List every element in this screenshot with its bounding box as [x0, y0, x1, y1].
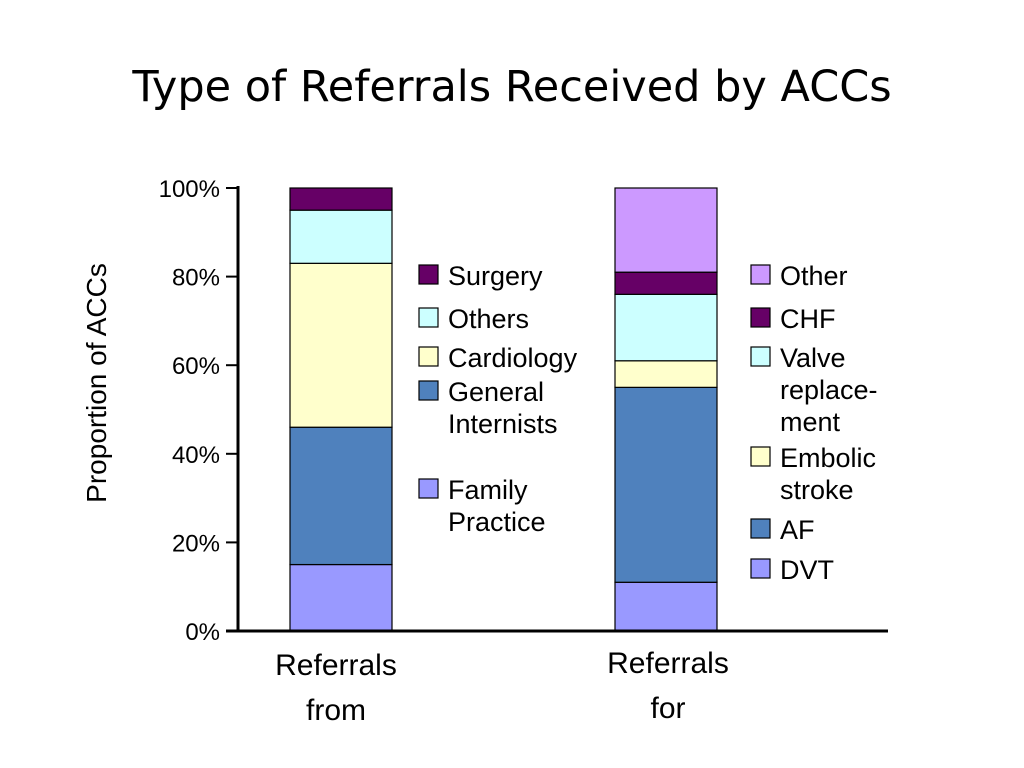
legend-label-general-internists: Internists: [448, 409, 558, 439]
legend-label-family-practice: Practice: [448, 507, 546, 537]
legend-label-embolic-stroke: stroke: [780, 475, 854, 505]
legend-label-embolic-stroke: Embolic: [780, 443, 876, 473]
y-tick-label: 80%: [172, 265, 220, 292]
bar-segment-other: [614, 187, 718, 273]
legend-label-chf: CHF: [780, 304, 836, 334]
legend-label-valve-replace-ment: Valve: [780, 343, 846, 373]
bar-segment-valve-replacement: [614, 293, 718, 362]
legend-label-surgery: Surgery: [448, 261, 543, 291]
legend-swatch-valve-replace-ment: [750, 346, 771, 367]
y-tick-label: 0%: [185, 619, 220, 646]
axes-layer: 0% 20% 40% 60% 80% 100% Referrals from Referrals…: [159, 176, 888, 727]
bar-segment-surgery: [289, 187, 393, 211]
legend-swatch-family-practice: [418, 478, 439, 499]
y-tick-label: 60%: [172, 353, 220, 380]
legend-swatch-cardiology: [418, 346, 439, 367]
legend-label-dvt: DVT: [780, 555, 834, 585]
legend-label-cardiology: Cardiology: [448, 343, 578, 373]
legend-swatch-dvt: [750, 558, 771, 579]
legend-swatch-others: [418, 307, 439, 328]
legend-label-general-internists: General: [448, 377, 544, 407]
legend-label-other: Other: [780, 261, 848, 291]
slide-title: Type of Referrals Received by ACCs: [132, 62, 892, 112]
bar-segment-general-internists: [289, 426, 393, 566]
bar-segment-af: [614, 386, 718, 583]
legend-label-family-practice: Family: [448, 475, 528, 505]
legend-swatch-other: [750, 264, 771, 285]
bar-segment-others: [289, 209, 393, 264]
bar-segment-chf: [614, 271, 718, 295]
bars-layer: [289, 187, 718, 632]
category-label: Referrals: [275, 649, 397, 682]
legend-label-valve-replace-ment: ment: [780, 407, 841, 437]
category-label: Referrals: [607, 647, 729, 680]
category-label: from: [306, 694, 366, 727]
bar-segment-embolic-stroke: [614, 360, 718, 388]
legend-label-af: AF: [780, 515, 815, 545]
legend-label-valve-replace-ment: replace-: [780, 375, 878, 405]
bar-segment-cardiology: [289, 262, 393, 428]
y-axis-label: Proportion of ACCs: [81, 263, 112, 503]
legend-swatch-general-internists: [418, 380, 439, 401]
y-tick-label: 40%: [172, 442, 220, 469]
y-tick-label: 100%: [159, 176, 220, 203]
y-tick-label: 20%: [172, 530, 220, 557]
bar-segment-dvt: [614, 581, 718, 632]
legend-swatch-surgery: [418, 264, 439, 285]
legend-swatch-embolic-stroke: [750, 446, 771, 467]
legend-swatch-af: [750, 518, 771, 539]
category-label: for: [650, 692, 685, 725]
legend-layer: Surgery Others Cardiology GeneralInternists…: [418, 261, 878, 585]
bar-segment-family-practice: [289, 563, 393, 632]
legend-label-others: Others: [448, 304, 529, 334]
legend-swatch-chf: [750, 307, 771, 328]
